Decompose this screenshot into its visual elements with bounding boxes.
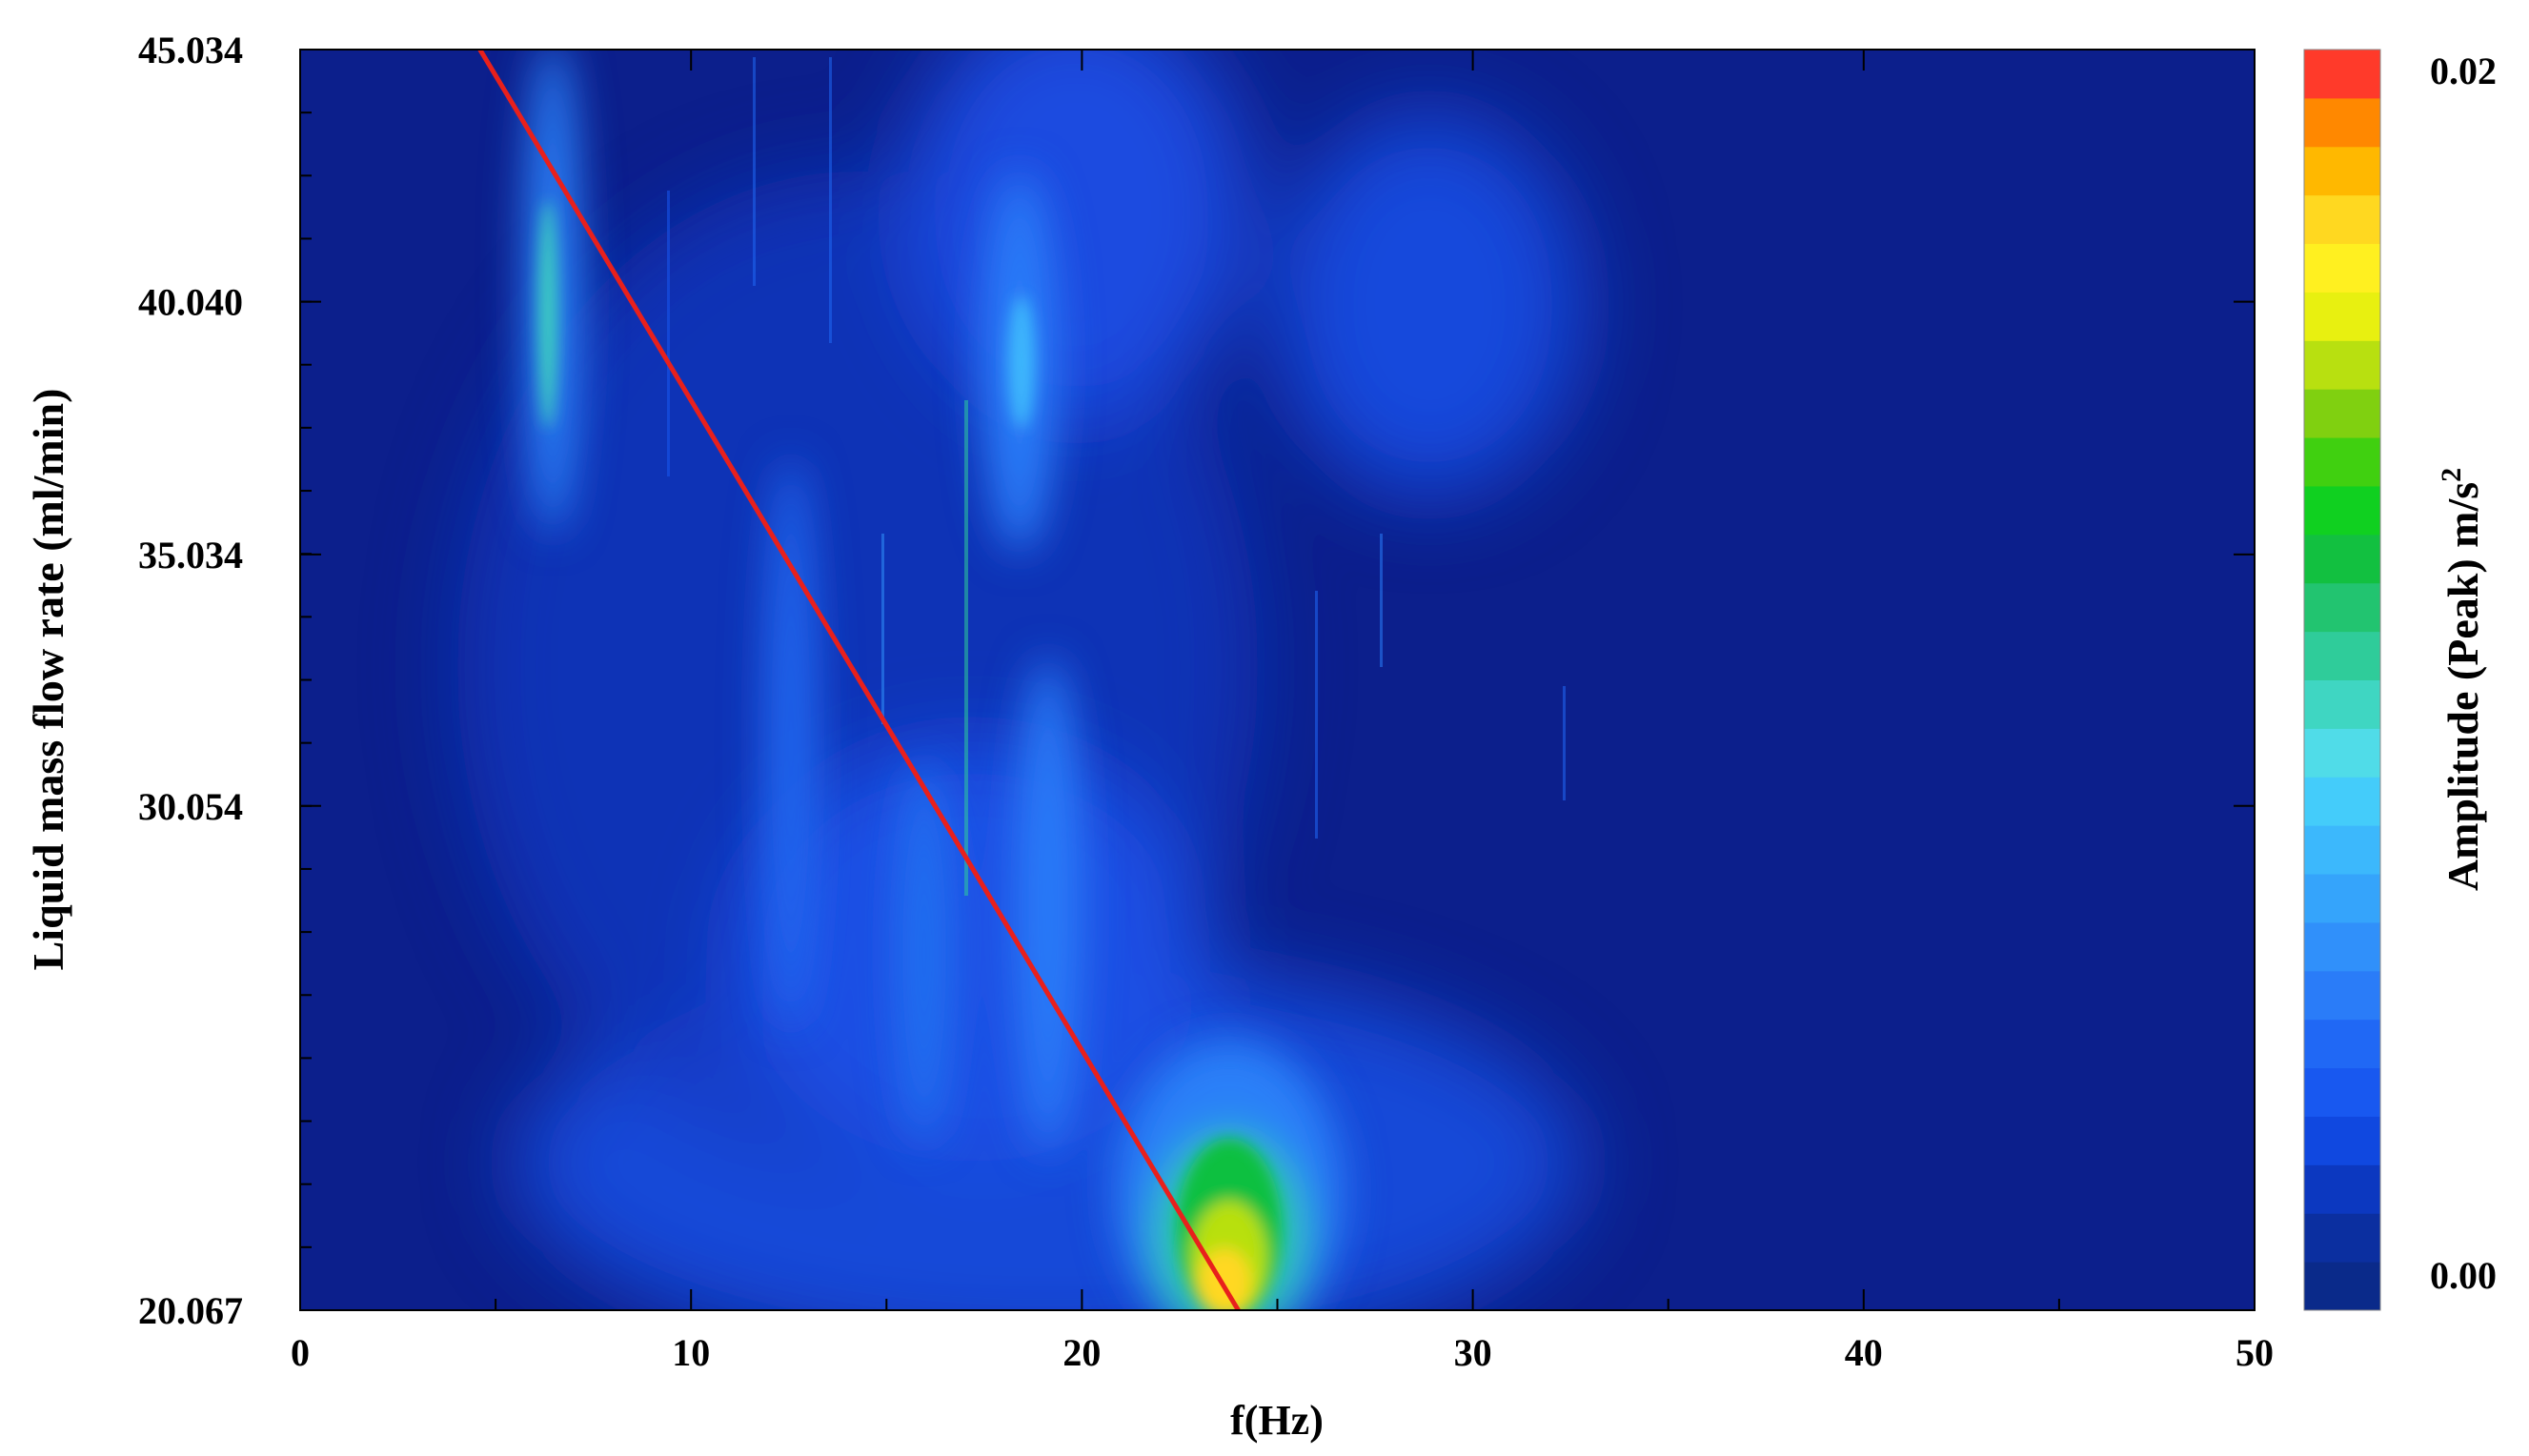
colorbar-segment — [2304, 485, 2380, 536]
colorbar-segment — [2304, 534, 2380, 584]
colorbar-segment — [2304, 194, 2380, 245]
x-tick-label: 40 — [1845, 1331, 1883, 1374]
colorbar-label-superscript: 2 — [2436, 468, 2467, 482]
colorbar-segment — [2304, 970, 2380, 1021]
colorbar-label-text: Amplitude (Peak) m/s — [2438, 482, 2487, 891]
colorbar-segment — [2304, 50, 2380, 99]
y-tick-label: 40.040 — [138, 281, 243, 324]
colorbar-segment — [2304, 292, 2380, 341]
x-tick-label: 10 — [672, 1331, 710, 1374]
x-tick-label: 0 — [291, 1331, 310, 1374]
colorbar-segment — [2304, 1116, 2380, 1165]
colorbar-segment — [2304, 874, 2380, 923]
colorbar-segment — [2304, 146, 2380, 196]
colorbar-segment — [2304, 1067, 2380, 1117]
heatmap-peak — [538, 200, 1282, 1310]
colorbar-max-label: 0.02 — [2430, 50, 2497, 92]
colorbar-segment — [2304, 97, 2380, 148]
colorbar-segment — [2304, 389, 2380, 438]
colorbar-segment — [2304, 340, 2380, 390]
colorbar-segment — [2304, 1213, 2380, 1263]
y-axis-title: Liquid mass flow rate (ml/min) — [24, 389, 72, 971]
colorbar-segment — [2304, 679, 2380, 729]
y-tick-label: 20.067 — [138, 1289, 243, 1332]
x-tick-label: 30 — [1454, 1331, 1492, 1374]
colorbar-frame — [2303, 49, 2381, 1311]
y-axis: 20.067 30.054 35.034 40.040 45.034 — [138, 29, 2255, 1332]
colorbar-label: Amplitude (Peak) m/s2 — [2436, 468, 2487, 891]
colorbar-segment — [2304, 437, 2380, 487]
colorbar-segment — [2304, 243, 2380, 293]
x-tick-label: 20 — [1062, 1331, 1101, 1374]
heatmap-streaks — [667, 57, 1566, 896]
y-tick-label: 30.054 — [138, 785, 243, 828]
y-tick-label: 35.034 — [138, 534, 243, 576]
colorbar-min-label: 0.00 — [2430, 1254, 2497, 1297]
colorbar-segment — [2304, 825, 2380, 875]
colorbar-segment — [2304, 582, 2380, 633]
colorbar — [2303, 49, 2381, 1311]
y-tick-label: 45.034 — [138, 29, 243, 71]
colorbar-segment — [2304, 777, 2380, 826]
colorbar-segment — [2304, 1164, 2380, 1214]
x-axis: 0 10 20 30 40 50 — [291, 50, 2274, 1374]
x-tick-label: 50 — [2236, 1331, 2274, 1374]
x-axis-title: f(Hz) — [1230, 1397, 1324, 1444]
colorbar-segment — [2304, 921, 2380, 972]
colorbar-segment — [2304, 631, 2380, 680]
colorbar-segment — [2304, 1262, 2380, 1311]
colorbar-segment — [2304, 728, 2380, 778]
trend-line — [477, 50, 1241, 1310]
colorbar-segment — [2304, 1019, 2380, 1069]
heatmap-plot-area — [300, 50, 2255, 1310]
